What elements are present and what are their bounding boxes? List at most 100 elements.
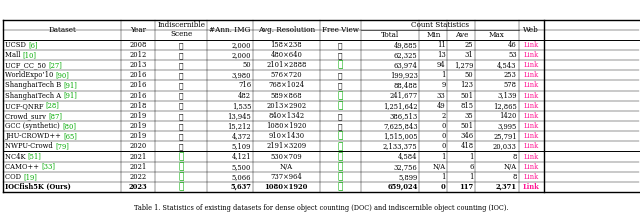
Text: 1420: 1420 <box>499 112 516 120</box>
Text: 1: 1 <box>441 173 445 181</box>
Text: 659,024: 659,024 <box>387 183 417 191</box>
Text: ✗: ✗ <box>338 51 342 59</box>
Text: Year: Year <box>130 26 146 34</box>
Text: 2020: 2020 <box>129 142 147 150</box>
Text: 1080×1920: 1080×1920 <box>264 183 308 191</box>
Text: 8: 8 <box>512 173 516 181</box>
Text: 2,133,375: 2,133,375 <box>383 142 417 150</box>
Text: 46: 46 <box>508 41 516 49</box>
Text: 20,033: 20,033 <box>493 142 516 150</box>
Text: 716: 716 <box>238 82 251 89</box>
Text: ✗: ✗ <box>179 122 184 130</box>
Text: [10]: [10] <box>22 51 36 59</box>
Text: Mall: Mall <box>5 51 22 59</box>
Text: Max: Max <box>489 31 505 39</box>
Text: ✓: ✓ <box>338 162 343 171</box>
Text: 15,212: 15,212 <box>227 122 251 130</box>
Text: 94: 94 <box>437 61 445 69</box>
Text: N/A: N/A <box>433 163 445 171</box>
Text: ✓: ✓ <box>179 172 184 181</box>
Text: ✗: ✗ <box>179 142 184 150</box>
Text: 3,139: 3,139 <box>497 92 516 100</box>
Text: COD: COD <box>5 173 23 181</box>
Text: ✗: ✗ <box>179 41 184 49</box>
Text: [90]: [90] <box>56 71 70 79</box>
Text: ✗: ✗ <box>179 102 184 110</box>
Text: Link: Link <box>524 61 539 69</box>
Text: Web: Web <box>524 26 539 34</box>
Text: ✗: ✗ <box>179 132 184 140</box>
Text: 2,371: 2,371 <box>496 183 516 191</box>
Text: 88,488: 88,488 <box>394 82 417 89</box>
Text: ✓: ✓ <box>338 101 343 110</box>
Text: ✗: ✗ <box>179 61 184 69</box>
Text: 1: 1 <box>441 71 445 79</box>
Text: ShanghaiTech B: ShanghaiTech B <box>5 82 63 89</box>
Text: ✓: ✓ <box>179 162 184 171</box>
Text: ✗: ✗ <box>338 71 342 79</box>
Text: 0: 0 <box>441 122 445 130</box>
Text: UCF_CC_50: UCF_CC_50 <box>5 61 48 69</box>
Text: 33: 33 <box>436 92 445 100</box>
Text: Count Statistics: Count Statistics <box>411 21 469 29</box>
Text: ✗: ✗ <box>338 41 342 49</box>
Text: 63,974: 63,974 <box>394 61 417 69</box>
Text: IOCfish5K (Ours): IOCfish5K (Ours) <box>5 183 71 191</box>
Text: 53: 53 <box>508 51 516 59</box>
Text: 2,000: 2,000 <box>232 41 251 49</box>
Text: 0: 0 <box>441 132 445 140</box>
Text: ✓: ✓ <box>338 61 343 70</box>
Text: 1: 1 <box>441 153 445 161</box>
Text: Table 1. Statistics of existing datasets for dense object counting (DOC) and ind: Table 1. Statistics of existing datasets… <box>134 204 508 212</box>
Text: 2,000: 2,000 <box>232 51 251 59</box>
Text: ✗: ✗ <box>179 92 184 100</box>
Text: 2013×2902: 2013×2902 <box>266 102 307 110</box>
Text: ✓: ✓ <box>338 91 343 100</box>
Text: ✓: ✓ <box>338 132 343 141</box>
Text: Link: Link <box>523 183 540 191</box>
Text: ✓: ✓ <box>338 152 343 161</box>
Text: [27]: [27] <box>48 61 62 69</box>
Text: 49: 49 <box>437 102 445 110</box>
Text: Avg. Resolution: Avg. Resolution <box>258 26 315 34</box>
Text: Link: Link <box>524 112 539 120</box>
Text: 910×1430: 910×1430 <box>268 132 305 140</box>
Text: 578: 578 <box>504 82 516 89</box>
Text: 35: 35 <box>465 112 474 120</box>
Text: 2101×2888: 2101×2888 <box>266 61 307 69</box>
Text: ✓: ✓ <box>179 182 184 191</box>
Text: Link: Link <box>524 92 539 100</box>
Text: 2016: 2016 <box>129 92 147 100</box>
Text: 9: 9 <box>441 82 445 89</box>
Text: [51]: [51] <box>28 153 42 161</box>
Text: [91]: [91] <box>63 82 77 89</box>
Text: 4,584: 4,584 <box>398 153 417 161</box>
Text: JHU-CROWD++: JHU-CROWD++ <box>5 132 63 140</box>
Text: 346: 346 <box>460 132 474 140</box>
Text: 13,945: 13,945 <box>227 112 251 120</box>
Text: 3,980: 3,980 <box>232 71 251 79</box>
Text: 49,885: 49,885 <box>394 41 417 49</box>
Text: ✓: ✓ <box>338 172 343 181</box>
Text: Link: Link <box>524 82 539 89</box>
Text: Dataset: Dataset <box>48 26 76 34</box>
Text: Link: Link <box>524 173 539 181</box>
Text: Link: Link <box>524 132 539 140</box>
Text: 253: 253 <box>504 71 516 79</box>
Text: ✓: ✓ <box>338 142 343 151</box>
Text: Link: Link <box>524 51 539 59</box>
Text: 480×640: 480×640 <box>270 51 302 59</box>
Text: ✗: ✗ <box>338 112 342 120</box>
Text: ✗: ✗ <box>179 51 184 59</box>
Text: 199,923: 199,923 <box>390 71 417 79</box>
Text: Indiscernible
Scene: Indiscernible Scene <box>157 21 205 38</box>
Text: ✓: ✓ <box>338 182 343 191</box>
Text: 8: 8 <box>512 153 516 161</box>
Text: 815: 815 <box>460 102 474 110</box>
Text: Link: Link <box>524 71 539 79</box>
Text: Link: Link <box>524 163 539 171</box>
Text: Ave: Ave <box>455 31 468 39</box>
Text: [87]: [87] <box>48 112 62 120</box>
Text: 4,372: 4,372 <box>232 132 251 140</box>
Text: 2022: 2022 <box>129 173 147 181</box>
